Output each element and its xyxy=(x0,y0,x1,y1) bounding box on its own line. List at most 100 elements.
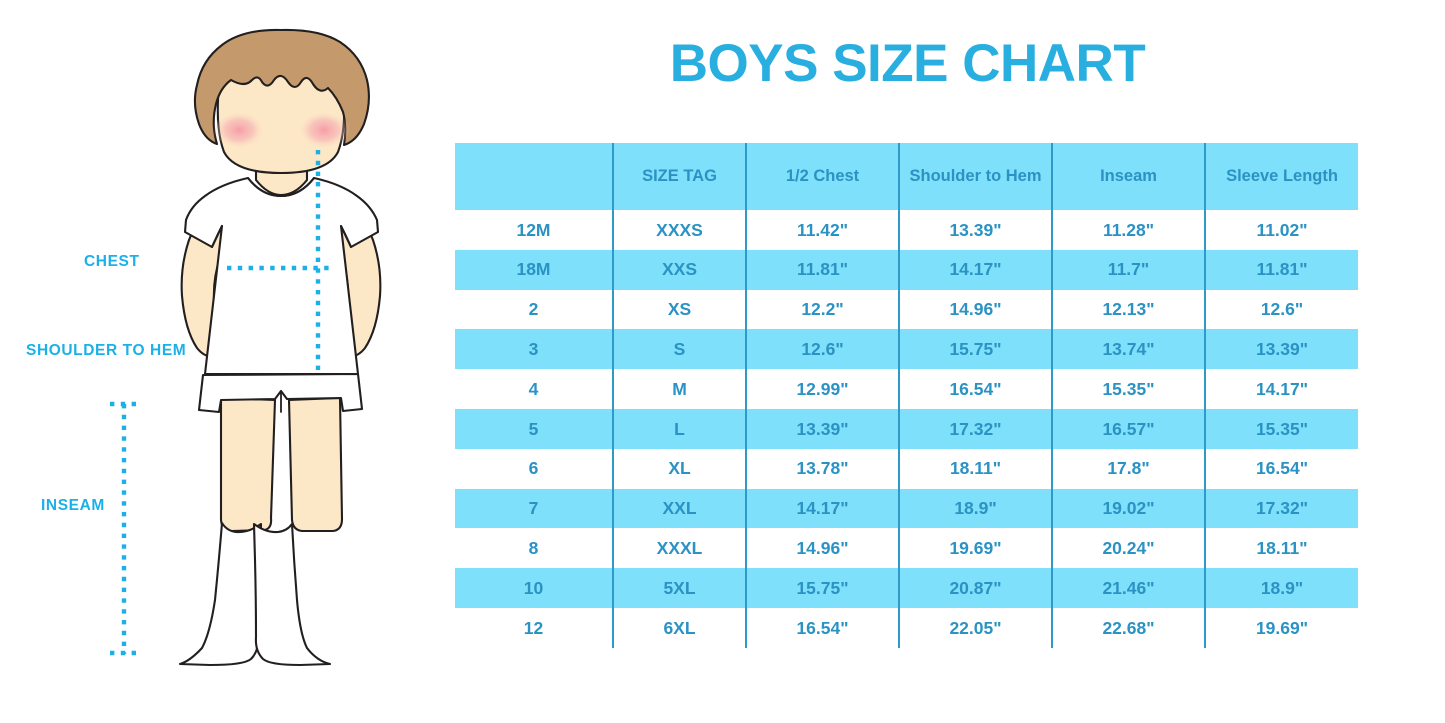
cell-value: XXXS xyxy=(612,210,746,250)
table-body: 12M XXXS 11.42" 13.39" 11.28" 11.02" 18M XXS 11.… xyxy=(455,210,1358,648)
cell-value: S xyxy=(612,329,746,370)
shoulder-to-hem-label: SHOULDER TO HEM xyxy=(26,342,187,359)
cell-value: 13.39" xyxy=(745,408,899,449)
cell-value: 15.35" xyxy=(1051,369,1205,409)
cell-value: 21.46" xyxy=(1051,568,1205,608)
illustration-panel: CHEST SHOULDER TO HEM INSEAM xyxy=(0,0,455,723)
cell-value: 11.81" xyxy=(1204,249,1358,290)
cell-value: 19.69" xyxy=(1204,607,1358,648)
table-row: 2 XS 12.2" 14.96" 12.13" 12.6" xyxy=(455,289,1358,330)
right-sock xyxy=(252,522,332,667)
cell-size: 2 xyxy=(455,289,613,330)
chest-label: CHEST xyxy=(84,253,140,270)
cell-value: XXL xyxy=(612,488,746,529)
cell-value: 14.96" xyxy=(745,528,899,569)
cell-value: 14.96" xyxy=(898,289,1052,330)
column-header-1-2-chest: 1/2 Chest xyxy=(745,143,899,210)
size-chart-table: SIZE TAG 1/2 Chest Shoulder to Hem Inseam Sl… xyxy=(455,143,1358,648)
cell-value: XXS xyxy=(612,249,746,290)
cell-size: 6 xyxy=(455,448,613,489)
cell-value: 12.99" xyxy=(745,369,899,409)
cell-value: L xyxy=(612,408,746,449)
table-header: SIZE TAG 1/2 Chest Shoulder to Hem Inseam Sl… xyxy=(455,143,1358,210)
column-header-size xyxy=(455,143,613,210)
cell-value: M xyxy=(612,369,746,409)
tshirt-left-sleeve-seam xyxy=(211,225,223,248)
cell-value: 15.75" xyxy=(745,568,899,608)
cell-value: 22.05" xyxy=(898,607,1052,648)
column-header-shoulder-to-hem: Shoulder to Hem xyxy=(898,143,1052,210)
cell-size: 10 xyxy=(455,568,613,608)
table-row: 5 L 13.39" 17.32" 16.57" 15.35" xyxy=(455,408,1358,449)
table-row: 12 6XL 16.54" 22.05" 22.68" 19.69" xyxy=(455,607,1358,648)
cell-value: 16.54" xyxy=(745,607,899,648)
cell-value: XL xyxy=(612,448,746,489)
right-blush-cheek xyxy=(298,111,350,149)
cell-value: 11.7" xyxy=(1051,249,1205,290)
table-row: 6 XL 13.78" 18.11" 17.8" 16.54" xyxy=(455,448,1358,489)
cell-value: 16.54" xyxy=(898,369,1052,409)
cell-value: 13.39" xyxy=(1204,329,1358,370)
cell-size: 7 xyxy=(455,488,613,529)
cell-value: 17.32" xyxy=(898,408,1052,449)
cell-value: 17.32" xyxy=(1204,488,1358,529)
cell-value: 15.35" xyxy=(1204,408,1358,449)
left-leg xyxy=(219,396,277,533)
cell-value: 20.87" xyxy=(898,568,1052,608)
cell-value: XS xyxy=(612,289,746,330)
cell-value: 11.42" xyxy=(745,210,899,250)
cell-size: 18M xyxy=(455,249,613,290)
cell-value: 19.02" xyxy=(1051,488,1205,529)
cell-size: 4 xyxy=(455,369,613,409)
column-header-sleeve-length: Sleeve Length xyxy=(1204,143,1358,210)
cell-value: 17.8" xyxy=(1051,448,1205,489)
cell-size: 12 xyxy=(455,607,613,648)
cell-value: 14.17" xyxy=(745,488,899,529)
cell-size: 8 xyxy=(455,528,613,569)
shorts xyxy=(197,372,364,414)
hair xyxy=(193,28,370,147)
cell-value: 18.11" xyxy=(1204,528,1358,569)
cell-size: 3 xyxy=(455,329,613,370)
column-header-size-tag: SIZE TAG xyxy=(612,143,746,210)
boy-figure-illustration xyxy=(110,28,382,667)
table-row: 8 XXXL 14.96" 19.69" 20.24" 18.11" xyxy=(455,528,1358,569)
cell-size: 12M xyxy=(455,210,613,250)
cell-value: 12.6" xyxy=(1204,289,1358,330)
table-row: 7 XXL 14.17" 18.9" 19.02" 17.32" xyxy=(455,488,1358,529)
cell-value: 22.68" xyxy=(1051,607,1205,648)
cell-value: 13.74" xyxy=(1051,329,1205,370)
cell-value: 12.13" xyxy=(1051,289,1205,330)
cell-value: 11.81" xyxy=(745,249,899,290)
cell-value: 6XL xyxy=(612,607,746,648)
column-header-inseam: Inseam xyxy=(1051,143,1205,210)
cell-value: 18.9" xyxy=(898,488,1052,529)
tshirt-right-sleeve-seam xyxy=(340,225,352,248)
table-row: 12M XXXS 11.42" 13.39" 11.28" 11.02" xyxy=(455,210,1358,250)
cell-value: 11.28" xyxy=(1051,210,1205,250)
cell-value: XXXL xyxy=(612,528,746,569)
left-sock xyxy=(178,521,263,667)
cell-size: 5 xyxy=(455,408,613,449)
table-row: 18M XXS 11.81" 14.17" 11.7" 11.81" xyxy=(455,249,1358,290)
cell-value: 19.69" xyxy=(898,528,1052,569)
cell-value: 16.54" xyxy=(1204,448,1358,489)
table-header-row: SIZE TAG 1/2 Chest Shoulder to Hem Inseam Sl… xyxy=(455,143,1358,210)
cell-value: 12.2" xyxy=(745,289,899,330)
cell-value: 11.02" xyxy=(1204,210,1358,250)
table-row: 10 5XL 15.75" 20.87" 21.46" 18.9" xyxy=(455,568,1358,608)
cell-value: 14.17" xyxy=(1204,369,1358,409)
page-title: BOYS SIZE CHART xyxy=(669,34,1146,93)
cell-value: 15.75" xyxy=(898,329,1052,370)
cell-value: 13.78" xyxy=(745,448,899,489)
cell-value: 20.24" xyxy=(1051,528,1205,569)
cell-value: 14.17" xyxy=(898,249,1052,290)
cell-value: 16.57" xyxy=(1051,408,1205,449)
cell-value: 13.39" xyxy=(898,210,1052,250)
table-row: 4 M 12.99" 16.54" 15.35" 14.17" xyxy=(455,369,1358,409)
table-row: 3 S 12.6" 15.75" 13.74" 13.39" xyxy=(455,329,1358,370)
cell-value: 18.9" xyxy=(1204,568,1358,608)
cell-value: 5XL xyxy=(612,568,746,608)
inseam-label: INSEAM xyxy=(41,497,105,514)
right-leg xyxy=(287,396,344,533)
